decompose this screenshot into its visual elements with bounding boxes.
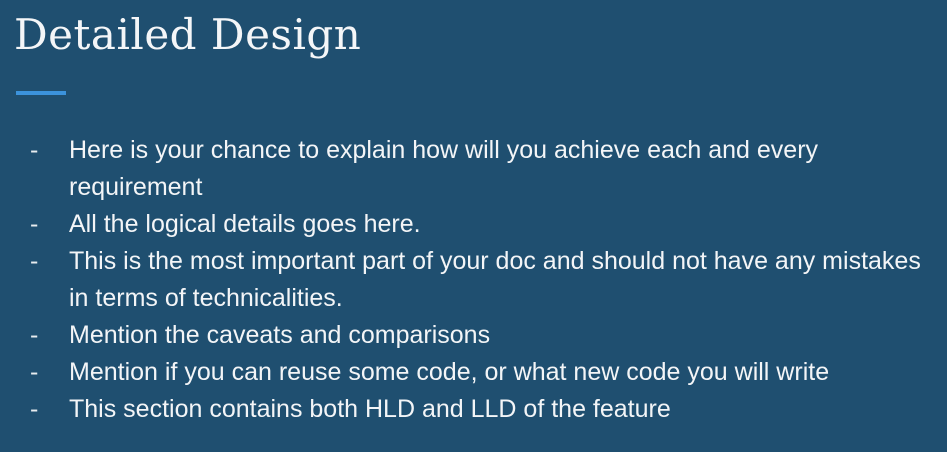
bullet-item: - Here is your chance to explain how wil… — [30, 132, 930, 206]
bullet-item: - Mention the caveats and comparisons — [30, 317, 930, 354]
bullet-item: - All the logical details goes here. — [30, 206, 930, 243]
bullet-text: This section contains both HLD and LLD o… — [69, 395, 671, 423]
bullet-dash: - — [30, 358, 39, 386]
bullet-item: - This section contains both HLD and LLD… — [30, 391, 930, 428]
bullet-dash: - — [30, 321, 39, 349]
bullet-text: Mention the caveats and comparisons — [69, 321, 491, 349]
slide-title: Detailed Design — [14, 10, 362, 59]
bullet-dash: - — [30, 247, 39, 275]
bullet-text: Mention if you can reuse some code, or w… — [69, 358, 830, 386]
bullet-item: - This is the most important part of you… — [30, 243, 930, 317]
title-accent-bar — [16, 91, 66, 95]
bullet-text: This is the most important part of your … — [69, 247, 921, 312]
bullet-dash: - — [30, 210, 39, 238]
bullet-dash: - — [30, 395, 39, 423]
bullet-dash: - — [30, 136, 39, 164]
bullet-text: Here is your chance to explain how will … — [69, 136, 819, 201]
bullet-item: - Mention if you can reuse some code, or… — [30, 354, 930, 391]
bullet-list: - Here is your chance to explain how wil… — [30, 132, 930, 428]
bullet-text: All the logical details goes here. — [69, 210, 421, 238]
